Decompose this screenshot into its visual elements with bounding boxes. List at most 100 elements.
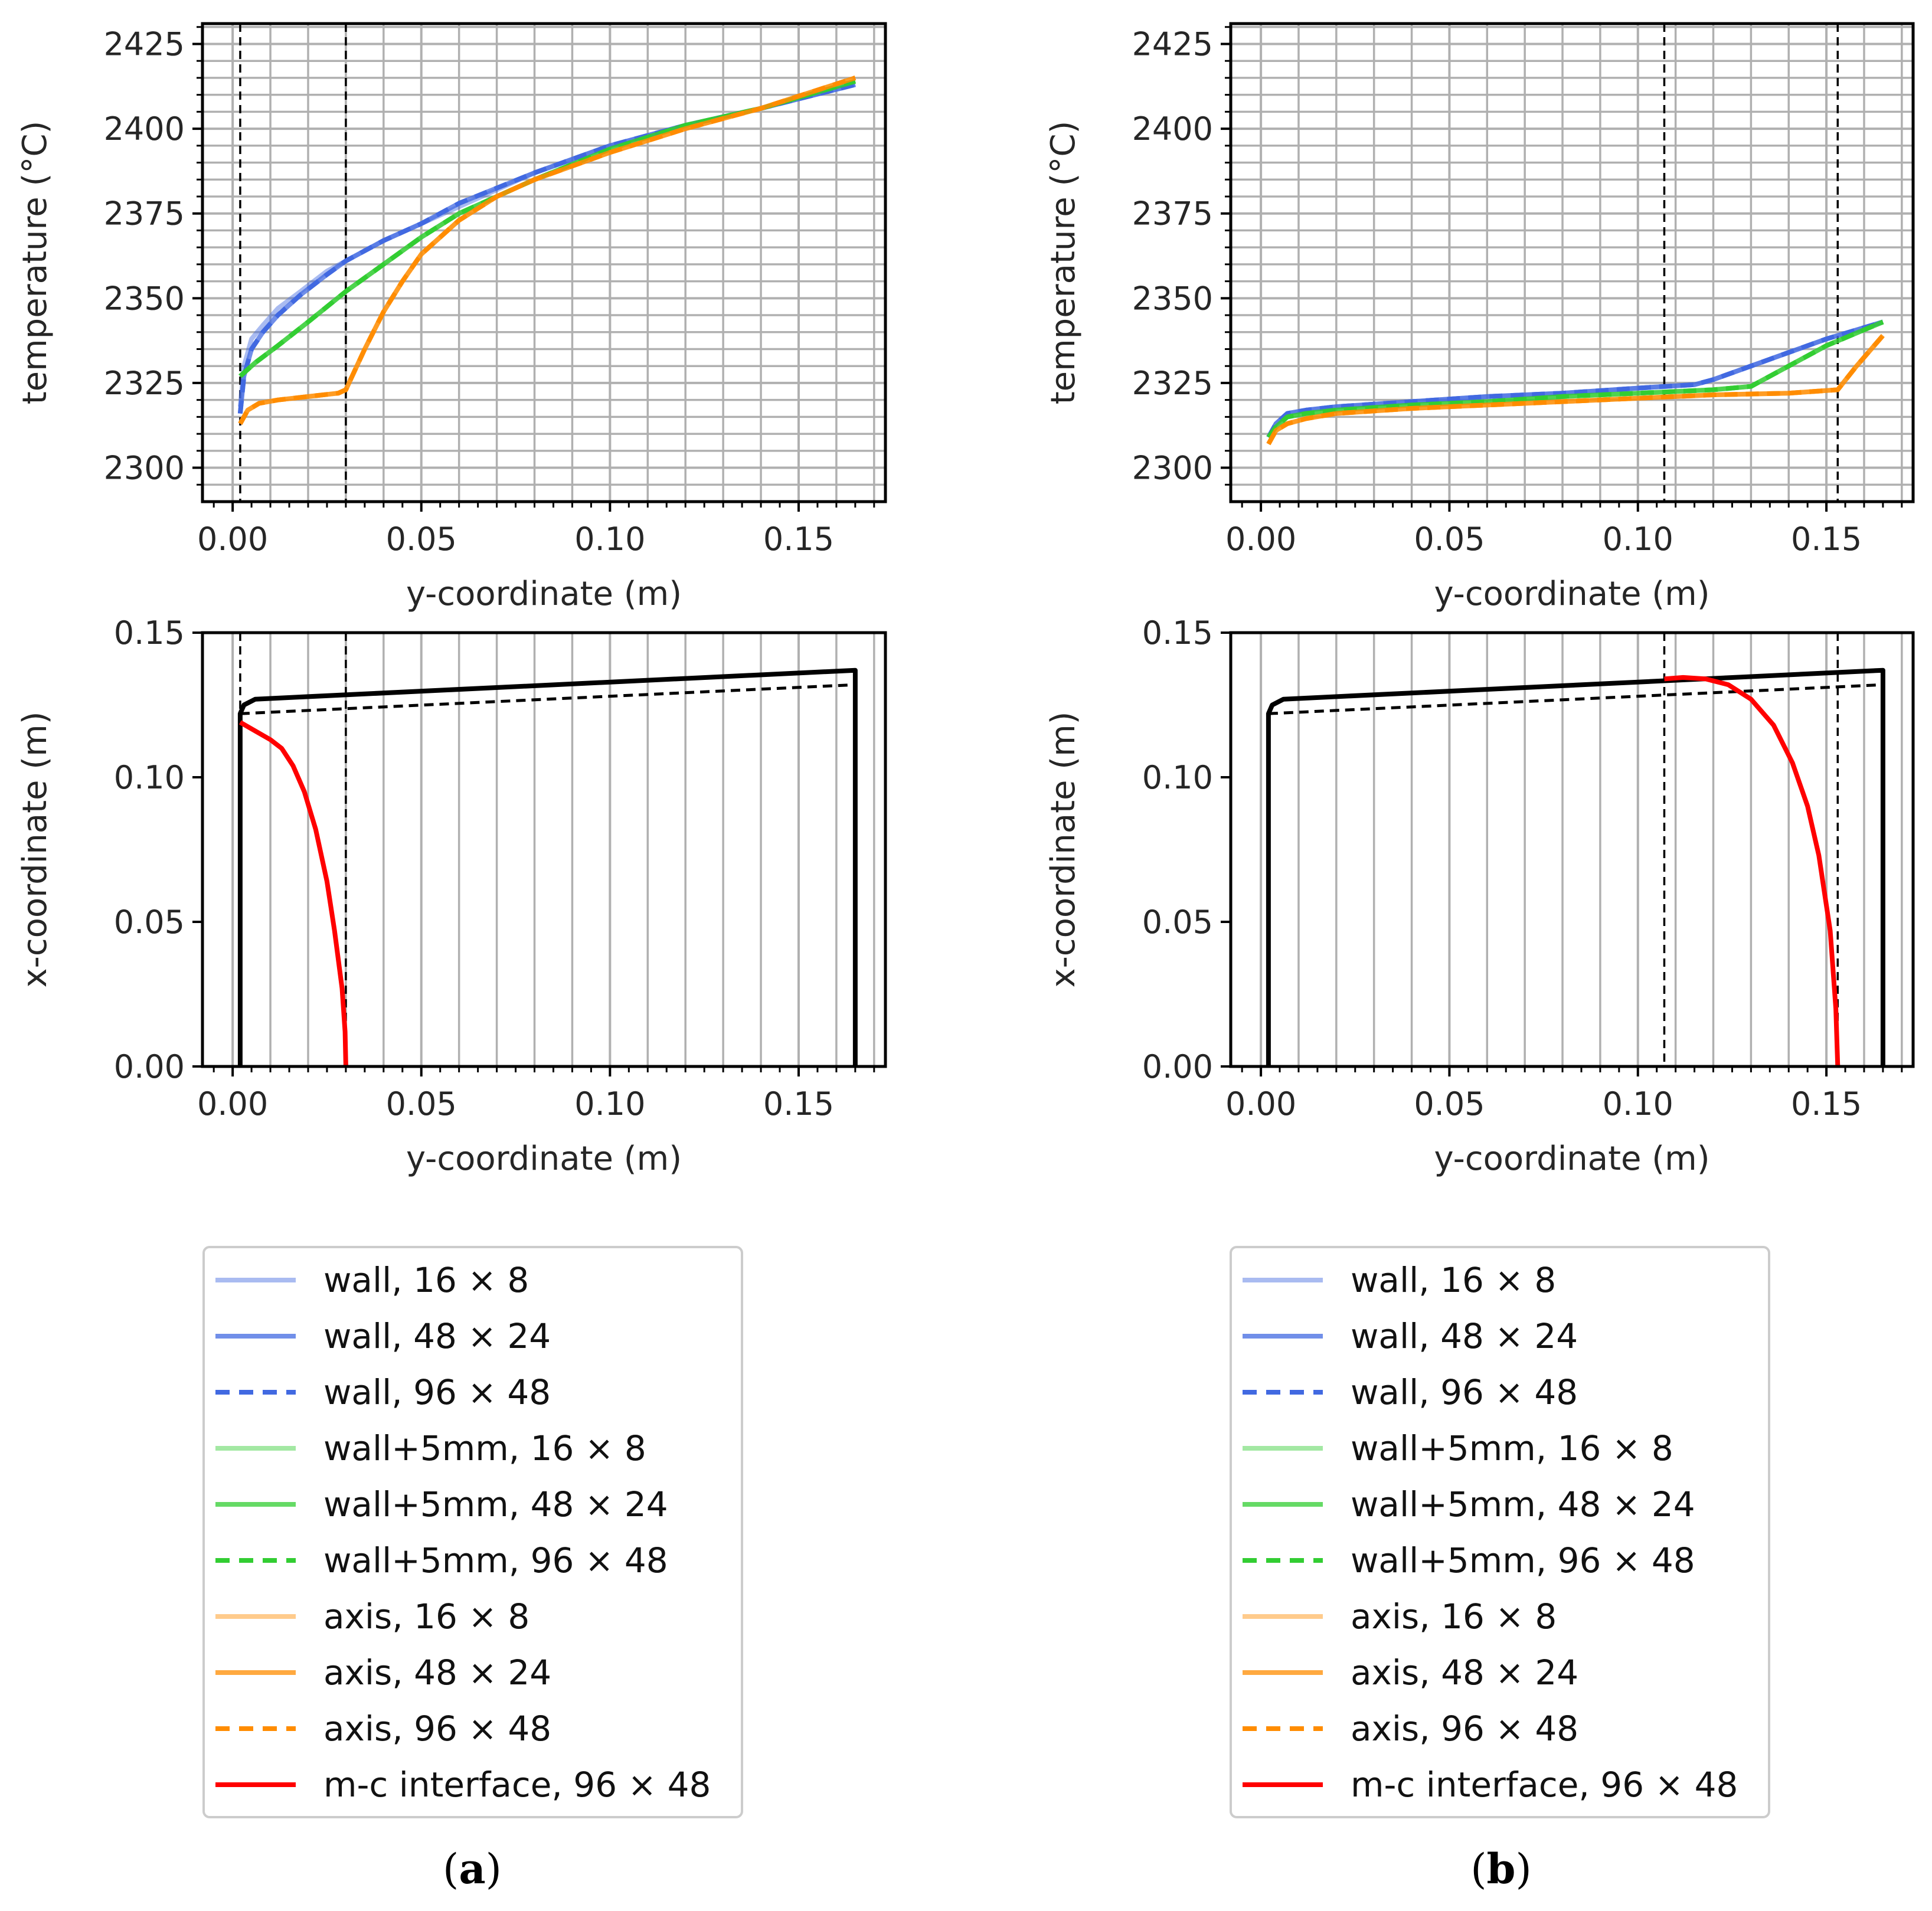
legend-label: axis, 48 × 24 <box>323 1653 551 1693</box>
legend-label: wall+5mm, 48 × 24 <box>1351 1484 1695 1524</box>
y-tick-label: 0.05 <box>1142 904 1213 941</box>
legend-label: m-c interface, 96 × 48 <box>1351 1765 1738 1805</box>
plot-frame <box>201 22 887 503</box>
x-tick-label: 0.00 <box>1225 1085 1296 1123</box>
y-axis-title: temperature (°C) <box>1044 121 1083 405</box>
y-axis-title: x-coordinate (m) <box>16 711 54 987</box>
panel-b-temperature-chart: 0.00 0.05 0.10 0.15 2300 2325 2350 2375 2400 2425… <box>1044 22 1915 613</box>
y-tick-label: 2350 <box>1132 280 1213 317</box>
legend-label: wall, 16 × 8 <box>1351 1260 1556 1300</box>
legend-label: wall+5mm, 48 × 24 <box>323 1484 668 1524</box>
plot-frame <box>1229 22 1915 503</box>
x-axis-title: y-coordinate (m) <box>406 575 682 613</box>
series-line-wall-5mm <box>240 683 856 715</box>
panel-a-temperature-chart: 0.00 0.05 0.10 0.15 2300 2325 2350 2375 2400 2425… <box>16 22 887 613</box>
y-tick-label: 2400 <box>104 110 185 148</box>
legend-label: wall, 96 × 48 <box>323 1372 551 1412</box>
series-line-axis-96-48 <box>1266 333 1885 446</box>
y-tick-label: 2425 <box>104 25 185 63</box>
legend-a: wall, 16 × 8 wall, 48 × 24 wall, 96 × 48 wa… <box>202 1246 743 1818</box>
plot-frame <box>1229 631 1915 1068</box>
series-line-wall-5mm-96-48 <box>1266 319 1884 439</box>
x-tick-label: 0.00 <box>197 1085 268 1123</box>
series-line-wall <box>237 667 858 1066</box>
legend-label: wall, 48 × 24 <box>1351 1316 1578 1356</box>
series-line-m-c-interface-96-48 <box>1664 675 1841 1067</box>
series-line-wall-48-24 <box>1266 319 1884 439</box>
legend-label: axis, 48 × 24 <box>1351 1653 1578 1693</box>
x-tick-label: 0.15 <box>1791 1085 1862 1123</box>
series-line-axis-96-48 <box>238 76 857 425</box>
series-line-wall-16-8 <box>1266 319 1884 439</box>
legend-frame <box>202 1246 743 1818</box>
y-axis-title: x-coordinate (m) <box>1044 711 1083 987</box>
x-tick-label: 0.10 <box>1603 1085 1673 1123</box>
y-tick-label: 0.00 <box>114 1048 185 1085</box>
legend-label: wall, 16 × 8 <box>323 1260 529 1300</box>
series-line-wall-96-48 <box>237 82 856 414</box>
x-tick-label: 0.10 <box>574 1085 645 1123</box>
y-tick-label: 0.05 <box>114 904 185 941</box>
y-tick-label: 0.10 <box>1142 759 1213 796</box>
x-tick-label: 0.00 <box>197 521 268 558</box>
x-axis-title: y-coordinate (m) <box>1434 1140 1709 1178</box>
x-tick-label: 0.10 <box>1603 521 1673 558</box>
y-tick-label: 0.00 <box>1142 1048 1213 1085</box>
y-tick-label: 2350 <box>104 280 185 317</box>
y-tick-label: 2375 <box>104 195 185 233</box>
y-tick-label: 2425 <box>1132 25 1213 63</box>
legend-label: m-c interface, 96 × 48 <box>323 1765 711 1805</box>
legend-label: axis, 16 × 8 <box>323 1596 529 1637</box>
plot-frame <box>201 631 887 1068</box>
caption-b: (b) <box>1470 1844 1532 1893</box>
panel-a-geometry-chart: 0.00 0.05 0.10 0.15 0.00 0.05 0.10 0.15 y-coordi… <box>16 614 887 1178</box>
legend-label: wall, 96 × 48 <box>1351 1372 1578 1412</box>
gridlines <box>231 633 875 1066</box>
gridlines <box>202 24 885 502</box>
y-tick-label: 0.15 <box>114 614 185 652</box>
y-axis-title: temperature (°C) <box>16 121 54 405</box>
y-tick-label: 2400 <box>1132 110 1213 148</box>
y-tick-label: 0.10 <box>114 759 185 796</box>
y-tick-label: 0.15 <box>1142 614 1213 652</box>
series-line-wall-48-24 <box>237 82 856 414</box>
series-line-m-c-interface-96-48 <box>238 720 348 1067</box>
x-tick-label: 0.05 <box>1414 1085 1485 1123</box>
series-line-wall-96-48 <box>1266 319 1884 439</box>
legend-label: axis, 16 × 8 <box>1351 1596 1557 1637</box>
x-tick-label: 0.15 <box>763 521 834 558</box>
series-line-wall <box>1266 667 1885 1066</box>
legend-b: wall, 16 × 8 wall, 48 × 24 wall, 96 × 48 wa… <box>1230 1246 1770 1818</box>
series-line-wall-5mm <box>1268 683 1884 715</box>
x-axis-title: y-coordinate (m) <box>406 1140 682 1178</box>
x-tick-label: 0.00 <box>1225 521 1296 558</box>
legend-label: wall+5mm, 16 × 8 <box>323 1428 646 1468</box>
x-axis-title: y-coordinate (m) <box>1434 575 1709 613</box>
gridlines <box>1260 633 1903 1066</box>
y-tick-label: 2300 <box>104 450 185 487</box>
x-tick-label: 0.05 <box>386 1085 457 1123</box>
caption-b-letter: b <box>1486 1844 1516 1893</box>
caption-a: (a) <box>443 1844 502 1893</box>
y-tick-label: 2325 <box>1132 365 1213 402</box>
x-tick-label: 0.10 <box>574 521 645 558</box>
legend-label: wall+5mm, 16 × 8 <box>1351 1428 1673 1468</box>
x-tick-label: 0.15 <box>1791 521 1862 558</box>
legend-frame <box>1230 1246 1770 1818</box>
legend-label: wall+5mm, 96 × 48 <box>1351 1540 1695 1580</box>
series-line-wall-16-8 <box>237 82 856 407</box>
caption-a-letter: a <box>459 1844 486 1893</box>
series-line-wall-5mm-96-48 <box>238 78 857 378</box>
y-tick-label: 2300 <box>1132 450 1213 487</box>
panel-b-geometry-chart: 0.00 0.05 0.10 0.15 0.00 0.05 0.10 0.15 y-coordi… <box>1044 614 1915 1178</box>
y-tick-label: 2375 <box>1132 195 1213 233</box>
x-tick-label: 0.05 <box>1414 521 1485 558</box>
y-tick-label: 2325 <box>104 365 185 402</box>
x-tick-label: 0.05 <box>386 521 457 558</box>
legend-label: axis, 96 × 48 <box>1351 1709 1578 1749</box>
x-tick-label: 0.15 <box>763 1085 834 1123</box>
legend-label: axis, 96 × 48 <box>323 1709 551 1749</box>
series-line-wall-5mm-16-8 <box>1266 319 1884 439</box>
series-line-wall-5mm-48-24 <box>1266 319 1884 439</box>
